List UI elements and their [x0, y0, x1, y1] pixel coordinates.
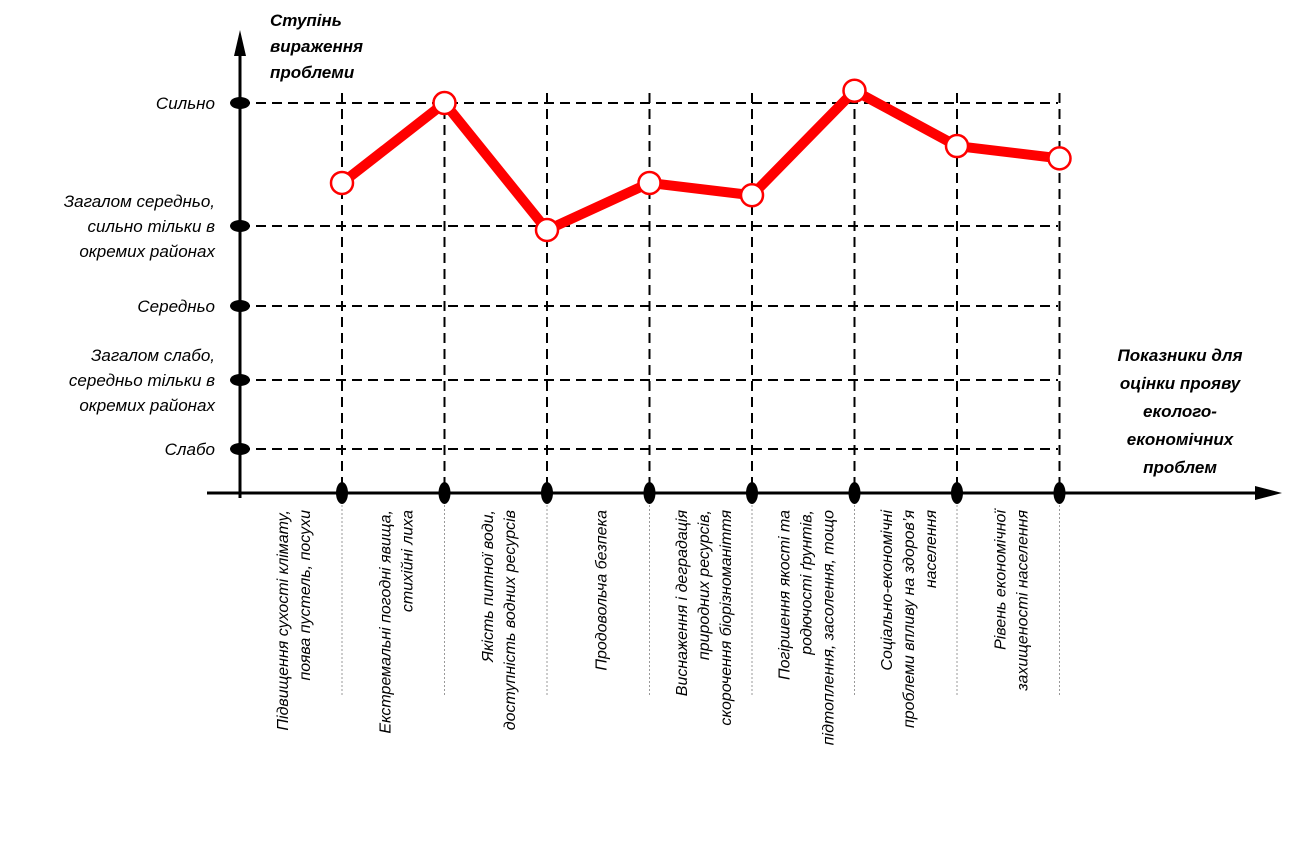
data-point [1047, 146, 1072, 171]
y-tick-3 [230, 300, 250, 312]
y-axis-title-line: Ступінь [270, 11, 342, 30]
x-category-label-2: Екстремальні погодні явища, стихійні лиха [377, 510, 416, 734]
data-point [432, 90, 457, 116]
x-tick-label: поява пустель, посухи [297, 510, 314, 681]
x-tick-label: природних ресурсів, [696, 510, 713, 660]
x-axis-ticks [336, 482, 1066, 695]
x-tick-label: Соціально-економічні [879, 510, 896, 671]
x-axis-title-line: проблем [1143, 458, 1217, 477]
y-axis-tick-labels: Слабо Загалом слабо, середньо тільки в окре… [64, 94, 216, 459]
x-axis-arrow [1255, 486, 1282, 500]
y-tick-label: окремих районах [79, 242, 215, 261]
x-axis-title-line: оцінки прояву [1120, 374, 1242, 393]
x-tick-label: Екстремальні погодні явища, [377, 510, 394, 734]
y-tick-5 [230, 97, 250, 109]
x-tick-1 [336, 482, 348, 504]
x-tick-label: Підвищення сухості клімату, [275, 510, 292, 731]
x-category-label-8: Рівень економічної захищеності населення [992, 508, 1031, 692]
x-tick-label: стихійні лиха [399, 510, 416, 612]
x-tick-7 [951, 482, 963, 504]
x-tick-label: Виснаження і деградація [674, 510, 691, 697]
y-tick-label: Сильно [156, 94, 215, 113]
x-tick-4 [643, 482, 656, 504]
data-point [739, 183, 765, 208]
x-axis-title-line: економічних [1127, 430, 1235, 449]
y-tick-label: Загалом слабо, [91, 346, 215, 365]
y-tick-label: середньо тільки в [69, 371, 215, 390]
data-point [534, 217, 560, 243]
x-tick-2 [438, 482, 451, 504]
y-tick-label: Загалом середньо, [64, 192, 215, 211]
y-tick-label: сильно тільки в [87, 217, 215, 236]
y-axis-title-line: вираження [270, 37, 363, 56]
y-axis-ticks [230, 97, 250, 455]
x-tick-6 [848, 482, 861, 504]
y-axis-arrow [234, 30, 246, 56]
x-tick-label: проблеми впливу на здоров’я [901, 510, 918, 729]
x-tick-label: родючості ґрунтів, [798, 510, 815, 656]
x-axis-title: Показники для оцінки прояву еколого-економ… [1117, 346, 1242, 477]
x-tick-label: підтоплення, засолення, тощо [820, 510, 837, 745]
x-tick-label: Продовольча безпека [593, 510, 610, 671]
data-point [944, 133, 970, 159]
x-tick-label: населення [923, 510, 940, 589]
x-tick-label: захищеності населення [1014, 510, 1031, 692]
data-point [329, 170, 355, 196]
y-tick-label: Слабо [165, 440, 215, 459]
x-tick-3 [541, 482, 553, 504]
data-point [842, 78, 867, 103]
x-tick-label: Погіршення якості та [776, 510, 793, 680]
x-tick-label: Рівень економічної [992, 508, 1009, 650]
x-tick-label: Якість питної води, [480, 510, 497, 663]
x-category-label-5: Виснаження і деградація природних ресурсі… [674, 510, 735, 726]
x-tick-8 [1053, 482, 1066, 504]
x-category-label-7: Соціально-економічні проблеми впливу на з… [879, 510, 940, 729]
y-axis-title-line: проблеми [270, 63, 355, 82]
x-tick-label: скорочення біорізноманіття [718, 510, 735, 726]
data-point [637, 170, 662, 196]
series-layer [329, 78, 1072, 243]
axes [207, 30, 1282, 500]
x-tick-label: доступність водних ресурсів [502, 510, 519, 730]
y-tick-label: Середньо [137, 297, 215, 316]
y-tick-1 [230, 443, 250, 455]
x-tick-5 [746, 482, 758, 504]
x-axis-title-line: еколого- [1143, 402, 1217, 421]
x-category-label-3: Якість питної води, доступність водних ре… [480, 510, 519, 730]
x-axis-title-line: Показники для [1117, 346, 1242, 365]
x-category-label-6: Погіршення якості та родючості ґрунтів, пі… [776, 510, 837, 745]
series-line-1 [337, 85, 1065, 235]
y-tick-label: окремих районах [79, 396, 215, 415]
y-axis-title: Ступінь вираження проблеми [270, 11, 363, 82]
y-tick-2 [230, 374, 250, 386]
y-tick-4 [230, 220, 250, 232]
x-axis-category-labels: Підвищення сухості клімату, поява пустель… [275, 508, 1032, 746]
x-category-label-1: Підвищення сухості клімату, поява пустель… [275, 510, 314, 731]
x-category-label-4: Продовольча безпека [593, 510, 610, 671]
